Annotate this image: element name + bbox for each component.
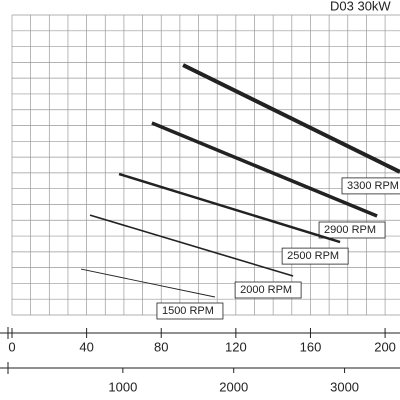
rpm-line — [182, 63, 400, 174]
x2-tick-label: 3000 — [330, 379, 359, 394]
x-tick-label: 120 — [225, 339, 247, 354]
label-text: 1500 RPM — [162, 305, 214, 317]
x-tick-label: 0 — [8, 339, 15, 354]
rpm-line — [89, 214, 294, 277]
x2-tick-label: 1000 — [108, 379, 137, 394]
rpm-line — [151, 121, 378, 218]
label-box — [341, 177, 400, 195]
x-tick-label: 80 — [154, 339, 168, 354]
x-tick-label: 40 — [79, 339, 93, 354]
rpm-label: 2500 RPM — [281, 247, 349, 265]
label-text: 2500 RPM — [287, 250, 339, 262]
rpm-label: 1500 RPM — [156, 302, 224, 320]
x-tick-label: 160 — [300, 339, 322, 354]
label-text: 2900 RPM — [324, 224, 376, 236]
label-box — [281, 247, 349, 265]
label-box — [156, 302, 224, 320]
label-text: 3300 RPM — [347, 180, 399, 192]
rpm-line — [118, 172, 341, 244]
x-tick-label: 200 — [374, 339, 396, 354]
rpm-label: 2000 RPM — [234, 281, 302, 299]
chart-title: D03 30kW — [330, 0, 391, 13]
label-text: 2000 RPM — [240, 284, 292, 296]
label-box — [234, 281, 302, 299]
label-box — [318, 221, 386, 239]
rpm-label: 3300 RPM — [341, 177, 400, 195]
rpm-line — [80, 268, 216, 298]
rpm-label: 2900 RPM — [318, 221, 386, 239]
x2-tick-label: 2000 — [219, 379, 248, 394]
